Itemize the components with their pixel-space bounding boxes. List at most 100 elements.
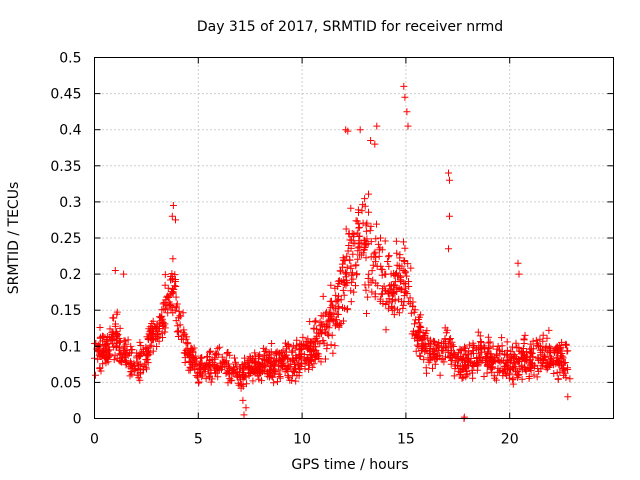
data-point <box>349 269 356 277</box>
data-point <box>262 346 270 354</box>
data-point <box>292 351 300 359</box>
data-point <box>447 342 455 350</box>
data-point <box>337 267 345 275</box>
data-point <box>403 108 411 116</box>
data-point <box>513 370 521 378</box>
data-point <box>425 340 433 348</box>
data-point <box>391 278 399 286</box>
data-point <box>316 330 324 338</box>
data-point <box>206 347 214 355</box>
data-point <box>207 366 215 374</box>
data-points <box>91 82 574 422</box>
data-point <box>147 331 155 339</box>
data-point <box>116 324 124 332</box>
data-point <box>450 372 458 380</box>
data-point <box>498 342 506 350</box>
data-point <box>432 340 440 348</box>
data-point <box>274 378 281 386</box>
data-point <box>430 350 438 358</box>
data-point <box>215 343 223 351</box>
data-point <box>250 367 258 375</box>
data-point <box>270 355 278 363</box>
data-point <box>426 356 434 364</box>
data-point <box>464 350 472 358</box>
data-point <box>503 346 511 354</box>
data-point <box>350 288 358 296</box>
data-point <box>354 255 362 263</box>
data-point <box>319 292 327 300</box>
data-point <box>507 357 515 365</box>
data-point <box>505 369 513 377</box>
data-point <box>385 262 393 270</box>
data-point <box>445 169 452 177</box>
data-point <box>160 321 168 329</box>
data-point <box>334 277 342 285</box>
data-point <box>214 373 222 381</box>
data-point <box>509 343 516 351</box>
data-point <box>482 353 490 361</box>
data-point <box>323 345 331 353</box>
data-point <box>474 328 482 336</box>
y-tick-label: 0.1 <box>59 339 81 355</box>
data-point <box>127 368 135 375</box>
data-point <box>406 300 414 308</box>
data-point <box>98 353 106 360</box>
data-point <box>305 359 313 367</box>
data-point <box>446 176 453 184</box>
data-point <box>353 270 361 278</box>
data-point <box>261 348 269 355</box>
data-point <box>101 334 109 341</box>
data-point <box>124 336 132 344</box>
data-point <box>179 329 187 337</box>
data-point <box>223 360 231 368</box>
data-point <box>503 356 511 364</box>
data-point <box>350 230 358 238</box>
data-point <box>336 320 344 328</box>
data-point <box>366 227 374 235</box>
data-point <box>342 225 350 233</box>
data-point <box>442 329 450 337</box>
data-point <box>288 348 296 356</box>
data-point <box>137 352 145 360</box>
data-point <box>171 271 179 279</box>
data-point <box>332 291 340 299</box>
data-point <box>284 354 292 362</box>
data-point <box>549 357 557 365</box>
data-point <box>365 190 372 198</box>
data-point <box>442 338 450 346</box>
data-point <box>543 334 551 342</box>
data-point <box>349 275 357 283</box>
x-axis-label: GPS time / hours <box>291 457 408 473</box>
data-point <box>566 375 574 383</box>
data-point <box>483 369 491 377</box>
data-point <box>213 362 221 370</box>
data-point <box>360 246 368 254</box>
data-point <box>563 347 571 355</box>
data-point <box>347 287 355 295</box>
data-point <box>136 376 144 384</box>
data-point <box>494 368 502 376</box>
data-point <box>564 393 572 401</box>
data-point <box>514 259 522 267</box>
data-point <box>169 202 177 209</box>
data-point <box>515 270 523 278</box>
data-point <box>562 340 570 348</box>
data-point <box>340 291 348 299</box>
data-point <box>368 288 376 296</box>
data-point <box>96 365 104 373</box>
data-point <box>373 122 381 130</box>
data-point <box>419 329 427 336</box>
data-point <box>521 357 529 365</box>
data-point <box>244 356 252 364</box>
data-point <box>332 316 340 324</box>
data-point <box>469 369 476 377</box>
data-point <box>319 320 327 328</box>
data-point <box>361 195 369 203</box>
data-point <box>557 345 564 353</box>
data-point <box>456 345 464 353</box>
data-point <box>416 352 424 360</box>
data-point <box>458 374 466 382</box>
data-point <box>351 239 359 247</box>
data-point <box>256 351 264 359</box>
data-point <box>149 347 157 355</box>
